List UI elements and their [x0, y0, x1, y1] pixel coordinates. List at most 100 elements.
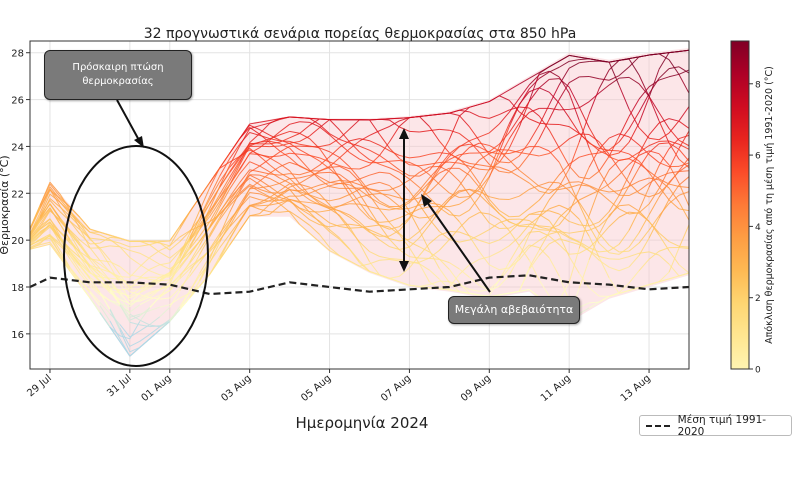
- ensemble-segment: [459, 159, 470, 164]
- ensemble-segment: [538, 187, 550, 201]
- ensemble-segment: [658, 178, 670, 185]
- ensemble-segment: [259, 129, 270, 136]
- ensemble-segment: [678, 191, 689, 196]
- ensemble-segment: [658, 179, 670, 189]
- ensemble-segment: [638, 187, 650, 211]
- ensemble-segment: [568, 237, 580, 243]
- ensemble-segment: [89, 242, 100, 245]
- colorbar-tick-label: 2: [755, 294, 761, 304]
- ensemble-segment: [319, 144, 330, 148]
- ensemble-segment: [379, 133, 390, 149]
- uncertainty-arrow-head: [421, 194, 432, 207]
- ensemble-segment: [329, 224, 340, 228]
- ensemble-segment: [668, 118, 680, 122]
- ensemble-segment: [159, 320, 170, 327]
- ensemble-segment: [668, 142, 680, 160]
- ensemble-member-line: [30, 54, 689, 278]
- ensemble-segment: [189, 275, 201, 292]
- ensemble-segment: [319, 176, 330, 183]
- ensemble-segment: [498, 147, 510, 163]
- ensemble-segment: [548, 257, 560, 277]
- ensemble-segment: [429, 181, 440, 193]
- ensemble-segment: [648, 196, 660, 216]
- ensemble-segment: [678, 120, 689, 129]
- ensemble-segment: [109, 300, 121, 307]
- ensemble-segment: [568, 117, 580, 134]
- colorbar: [730, 40, 750, 370]
- ensemble-segment: [269, 119, 280, 124]
- ensemble-segment: [279, 137, 290, 143]
- ensemble-segment: [598, 233, 610, 246]
- ensemble-segment: [498, 111, 510, 125]
- ensemble-segment: [628, 190, 640, 196]
- ensemble-segment: [79, 269, 91, 284]
- ensemble-segment: [619, 76, 630, 79]
- ensemble-segment: [549, 224, 560, 230]
- ensemble-segment: [518, 101, 530, 118]
- ensemble-segment: [628, 209, 640, 231]
- ensemble-segment: [638, 127, 650, 139]
- ensemble-segment: [449, 129, 460, 134]
- dip-arrow-head: [134, 136, 144, 148]
- ensemble-segment: [99, 312, 111, 328]
- ensemble-segment: [588, 185, 600, 193]
- ensemble-segment: [598, 211, 610, 223]
- ensemble-segment: [608, 277, 620, 294]
- ensemble-segment: [369, 196, 380, 204]
- ensemble-segment: [518, 188, 530, 197]
- ensemble-segment: [449, 145, 460, 155]
- ensemble-segment: [658, 53, 670, 61]
- ensemble-segment: [89, 278, 101, 293]
- ensemble-segment: [618, 208, 630, 215]
- ensemble-segment: [628, 122, 640, 143]
- ensemble-segment: [169, 241, 181, 251]
- ensemble-segment: [468, 159, 480, 172]
- ensemble-segment: [30, 234, 41, 244]
- ensemble-segment: [109, 277, 120, 280]
- ensemble-segment: [628, 56, 640, 68]
- ensemble-segment: [578, 247, 590, 254]
- ensemble-segment: [618, 185, 630, 204]
- ensemble-segment: [269, 205, 280, 215]
- ensemble-segment: [528, 72, 540, 79]
- ensemble-segment: [199, 274, 211, 287]
- ensemble-segment: [319, 166, 330, 172]
- ensemble-segment: [588, 250, 600, 257]
- ensemble-segment: [538, 115, 550, 131]
- ensemble-segment: [329, 168, 340, 178]
- ensemble-segment: [229, 169, 241, 185]
- ensemble-segment: [668, 142, 680, 150]
- ensemble-segment: [219, 158, 231, 177]
- ensemble-segment: [159, 242, 171, 251]
- ensemble-segment: [30, 235, 41, 246]
- ensemble-segment: [49, 186, 61, 200]
- ensemble-segment: [249, 180, 260, 190]
- ensemble-segment: [638, 134, 650, 154]
- ensemble-segment: [449, 112, 460, 117]
- ensemble-segment: [119, 303, 130, 308]
- ensemble-segment: [529, 226, 540, 231]
- ensemble-segment: [199, 221, 211, 237]
- ensemble-segment: [229, 230, 241, 246]
- ensemble-segment: [379, 258, 390, 261]
- ensemble-segment: [568, 209, 580, 220]
- ensemble-segment: [329, 204, 340, 217]
- ensemble-segment: [99, 301, 111, 314]
- climatology-series: [30, 274, 689, 296]
- ensemble-segment: [119, 329, 131, 353]
- ensemble-segment: [309, 117, 320, 125]
- ensemble-segment: [569, 107, 580, 110]
- ensemble-segment: [319, 197, 330, 202]
- ensemble-segment: [179, 254, 191, 269]
- ensemble-segment: [658, 168, 670, 189]
- ensemble-segment: [608, 243, 620, 252]
- ensemble-segment: [259, 171, 270, 175]
- ensemble-segment: [279, 130, 290, 136]
- ensemble-segment: [469, 288, 480, 292]
- ensemble-segment: [419, 116, 430, 127]
- ensemble-segment: [369, 188, 380, 193]
- ensemble-segment: [79, 245, 91, 258]
- ensemble-segment: [379, 220, 390, 223]
- ensemble-segment: [538, 233, 550, 241]
- ensemble-segment: [558, 102, 570, 118]
